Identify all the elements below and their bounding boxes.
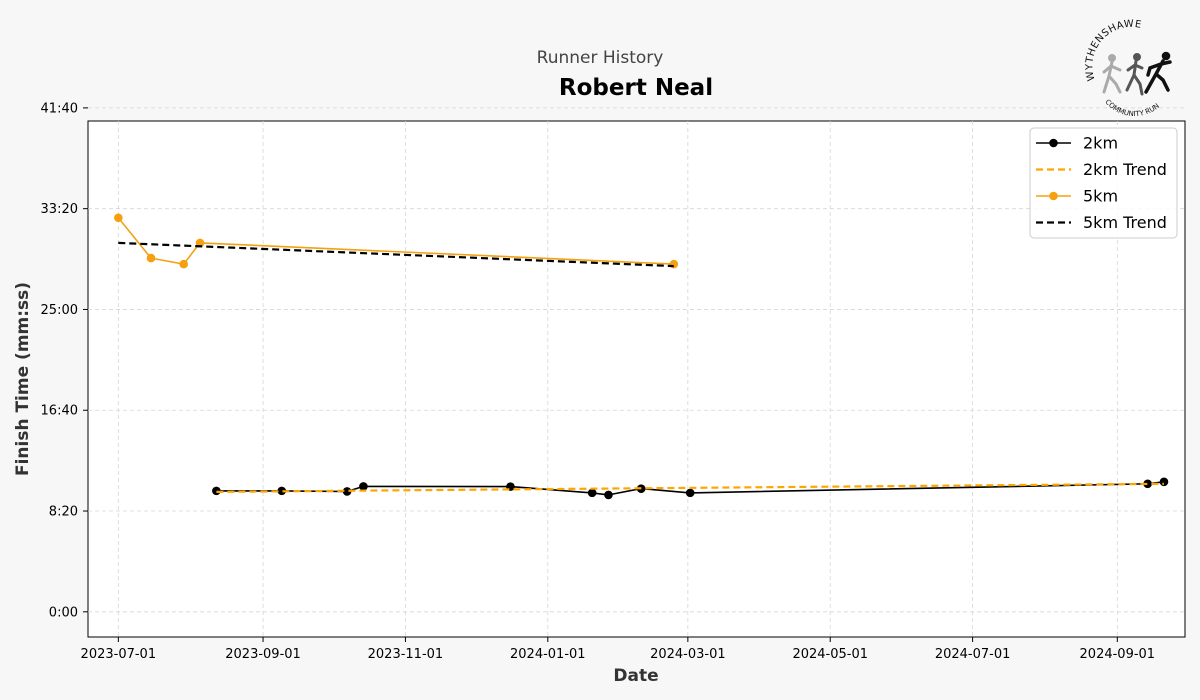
- y-axis-label: Finish Time (mm:ss): [13, 282, 33, 476]
- data-point-2km: [1159, 477, 1169, 487]
- data-point-2km: [277, 486, 287, 496]
- legend-item-2km: 2km: [1036, 134, 1118, 153]
- plot-area: [87, 120, 1186, 638]
- legend-item-5km: 5km: [1036, 187, 1118, 206]
- series-layer: [114, 213, 1169, 500]
- y-tick-label: 25:00: [41, 303, 78, 318]
- y-tick-label: 16:40: [41, 404, 78, 419]
- legend-marker: [1049, 138, 1058, 148]
- legend-label: 5km: [1083, 187, 1118, 206]
- legend: 2km 2km Trend 5km 5km Trend: [1029, 127, 1178, 239]
- y-tick-label: 8:20: [49, 505, 78, 520]
- data-point-5km: [114, 213, 123, 223]
- data-point-2km: [359, 482, 368, 491]
- y-tick-label: 0:00: [49, 605, 78, 620]
- chart-title: Robert Neal: [559, 75, 713, 101]
- chart-subtitle: Runner History: [537, 48, 664, 68]
- legend-box: [1029, 127, 1178, 239]
- runner-silhouette-light-icon: [1102, 54, 1122, 94]
- data-point-2km: [685, 488, 695, 498]
- data-point-2km: [587, 488, 597, 498]
- grid: [88, 107, 1185, 637]
- y-axis-ticks: 0:00 8:20 16:40 25:00 33:20 41:40: [41, 101, 88, 620]
- x-tick-label: 2023-07-01: [81, 647, 157, 662]
- data-point-2km: [342, 487, 352, 496]
- legend-item-5km-trend: 5km Trend: [1036, 213, 1167, 232]
- legend-label: 2km: [1083, 134, 1118, 153]
- legend-item-2km-trend: 2km Trend: [1036, 160, 1167, 179]
- x-tick-label: 2024-01-01: [510, 647, 586, 662]
- y-tick-label: 41:40: [41, 101, 78, 116]
- series-line-2km-trend: [216, 482, 1165, 493]
- data-point-5km: [195, 238, 205, 248]
- wythenshawe-logo: WYTHENSHAWE COMMUNITY RUN: [1084, 19, 1172, 118]
- x-tick-label: 2023-09-01: [225, 647, 301, 662]
- series-5km-trend: [118, 241, 674, 268]
- x-axis-ticks: 2023-07-01 2023-09-01 2023-11-01 2024-01-01…: [81, 637, 1156, 662]
- x-tick-label: 2024-07-01: [935, 647, 1011, 662]
- legend-label: 2km Trend: [1083, 160, 1167, 179]
- data-point-2km: [1143, 479, 1152, 489]
- series-2km-trend: [216, 482, 1165, 493]
- series-line-5km-trend: [118, 241, 674, 268]
- data-point-5km: [179, 259, 188, 269]
- legend-label: 5km Trend: [1083, 213, 1167, 232]
- legend-marker: [1049, 191, 1058, 201]
- series-2km: [212, 477, 1169, 500]
- x-tick-label: 2024-05-01: [792, 647, 868, 662]
- data-point-5km: [146, 253, 156, 263]
- series-5km: [114, 213, 679, 269]
- runner-silhouette-dark-icon: [1144, 51, 1172, 94]
- x-tick-label: 2023-11-01: [368, 647, 444, 662]
- x-axis-label: Date: [613, 666, 658, 686]
- x-tick-label: 2024-09-01: [1080, 647, 1156, 662]
- data-point-2km: [212, 486, 221, 496]
- y-tick-label: 33:20: [41, 202, 78, 217]
- runner-silhouette-mid-icon: [1125, 53, 1144, 96]
- x-tick-label: 2024-03-01: [650, 647, 726, 662]
- data-point-2km: [604, 490, 613, 500]
- data-point-5km: [669, 259, 679, 269]
